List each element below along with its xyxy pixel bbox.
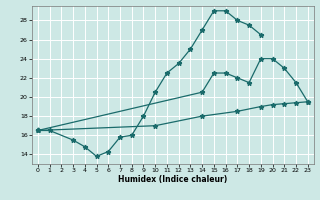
X-axis label: Humidex (Indice chaleur): Humidex (Indice chaleur) (118, 175, 228, 184)
